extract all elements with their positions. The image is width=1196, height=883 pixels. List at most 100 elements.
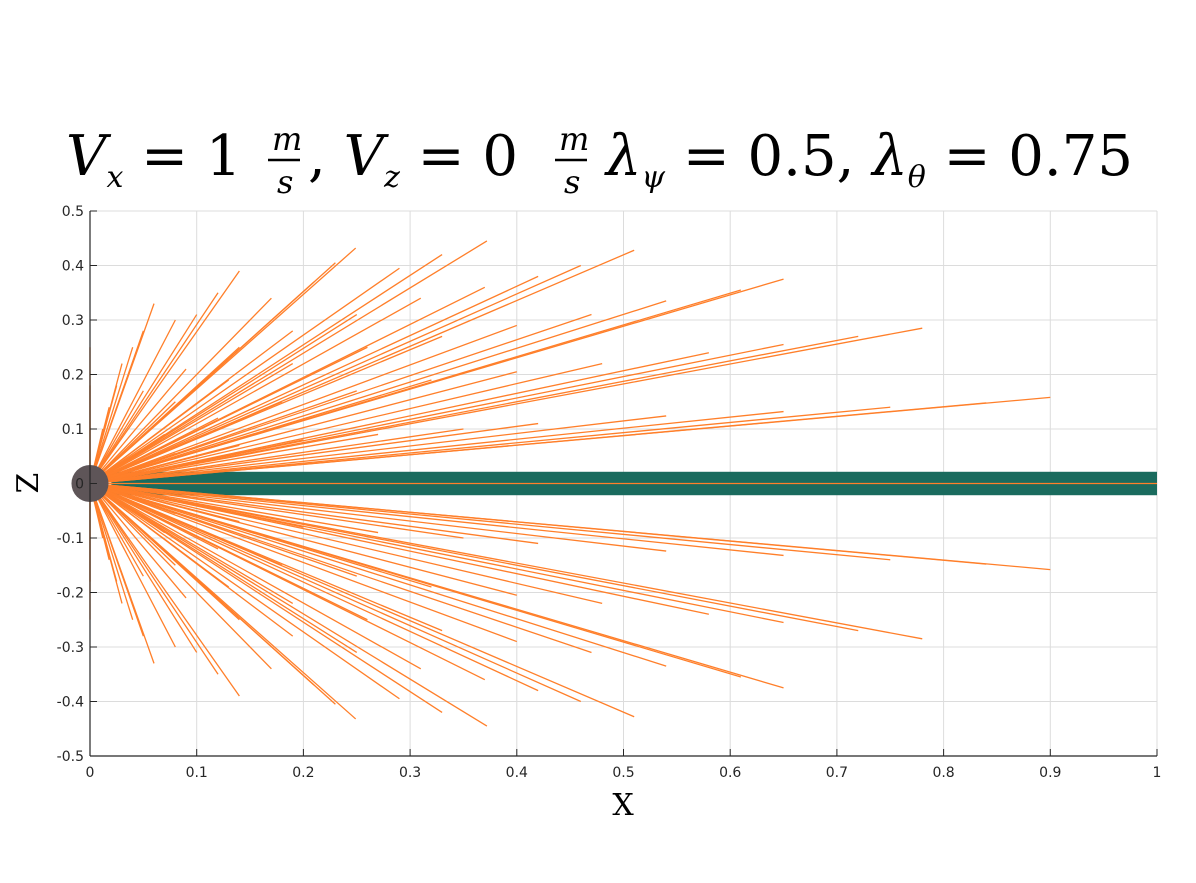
ray-line — [89, 289, 742, 485]
ray-line — [89, 286, 486, 485]
ray-line — [89, 483, 198, 653]
y-tick-label: 0.3 — [62, 313, 84, 329]
ray-line — [89, 482, 539, 692]
x-tick-label: 0.8 — [932, 765, 954, 781]
x-tick-label: 0.6 — [719, 765, 741, 781]
title-unit-num-2: m — [559, 120, 589, 158]
x-tick-label: 0 — [86, 765, 95, 781]
ray-line — [89, 482, 635, 718]
ray-line — [89, 422, 539, 485]
ray-line — [89, 406, 891, 485]
x-tick-label: 1 — [1153, 765, 1162, 781]
y-tick-label: -0.4 — [57, 695, 84, 711]
ray-line — [89, 314, 198, 484]
y-tick-label: 0.2 — [62, 368, 84, 384]
ray-line — [89, 352, 709, 485]
x-tick-label: 0.5 — [612, 765, 634, 781]
ray-line — [89, 343, 784, 485]
ray-line — [89, 482, 539, 545]
ray-line — [89, 483, 315, 686]
ray-line — [89, 264, 582, 485]
ray-line — [89, 482, 603, 605]
ray-line — [89, 267, 400, 485]
ray-line — [89, 482, 517, 596]
ray-line — [89, 482, 488, 727]
ray-line — [89, 482, 923, 640]
ray-line — [89, 483, 176, 648]
ray-line — [89, 270, 240, 484]
ray-line — [89, 482, 400, 700]
x-tick-label: 0.2 — [292, 765, 314, 781]
ray-line — [89, 254, 443, 485]
ray-line — [89, 482, 667, 552]
ray-line — [89, 368, 187, 484]
ray-line — [89, 482, 592, 654]
ray-line — [89, 313, 592, 485]
ray-line — [89, 297, 422, 485]
ray-line — [89, 483, 240, 697]
x-tick-label: 0.4 — [506, 765, 528, 781]
axes — [89, 210, 1158, 757]
ray-line — [89, 300, 667, 485]
ray-line — [89, 483, 219, 675]
ray-line — [89, 428, 464, 485]
ray-line — [89, 482, 422, 670]
ray-line — [89, 330, 294, 485]
y-tick-label: -0.2 — [57, 586, 84, 602]
title-unit-num-1: m — [272, 120, 302, 158]
y-axis-label: Z — [11, 473, 46, 494]
x-axis-label: X — [612, 788, 634, 823]
ray-line — [89, 482, 582, 703]
y-tick-label: -0.3 — [57, 640, 84, 656]
ray-line — [89, 482, 667, 667]
ray-line — [89, 483, 144, 637]
chart-title: Vx = 1 — [66, 124, 242, 195]
ray-line — [89, 327, 923, 485]
ray-line — [89, 433, 379, 485]
ray-line — [89, 483, 187, 599]
ray-line — [89, 482, 742, 678]
ray-line — [89, 281, 315, 484]
ray-line — [89, 402, 987, 485]
ray-line — [89, 347, 134, 484]
ray-line — [89, 319, 176, 484]
ray-line — [89, 324, 518, 485]
y-tick-label: 0.5 — [62, 204, 84, 220]
ray-line — [89, 371, 517, 485]
title-unit-den-2: s — [564, 163, 580, 201]
ray-line — [89, 482, 859, 632]
ray-line — [89, 240, 488, 485]
y-tick-label: 0.1 — [62, 422, 84, 438]
ray-line — [89, 482, 443, 713]
y-tick-label: -0.5 — [57, 749, 84, 765]
title-unit-den-1: s — [277, 163, 293, 201]
ray-line — [89, 483, 134, 620]
ray-line — [89, 410, 784, 485]
x-tick-label: 0.3 — [399, 765, 421, 781]
ray-line — [89, 482, 294, 637]
ray-line — [89, 415, 667, 485]
tick-labels: 0 0.1 0.2 0.3 0.4 0.5 0.6 0.7 0.8 0.9 1 0.5 0.4 0.3 0.… — [57, 204, 1162, 781]
ray-line — [89, 297, 272, 484]
ray-line — [89, 275, 539, 485]
ray-line — [89, 335, 859, 485]
ray-line — [89, 482, 379, 534]
ray-line — [89, 482, 784, 624]
ray-line — [89, 249, 635, 485]
x-tick-label: 0.1 — [186, 765, 208, 781]
y-tick-label: 0.4 — [62, 259, 84, 275]
ray-line — [89, 482, 709, 615]
x-tick-label: 0.7 — [826, 765, 848, 781]
y-tick-label: 0 — [75, 477, 84, 493]
x-tick-label: 0.9 — [1039, 765, 1061, 781]
ray-line — [89, 482, 464, 539]
ray-line — [89, 330, 144, 484]
ray-line — [89, 482, 518, 643]
ray-line — [89, 292, 219, 484]
rays — [89, 240, 1157, 727]
chart-title-part3: λψ = 0.5, λθ = 0.75 — [604, 124, 1133, 195]
ray-line — [89, 482, 987, 565]
ray-line — [89, 482, 486, 681]
y-tick-label: -0.1 — [57, 531, 84, 547]
